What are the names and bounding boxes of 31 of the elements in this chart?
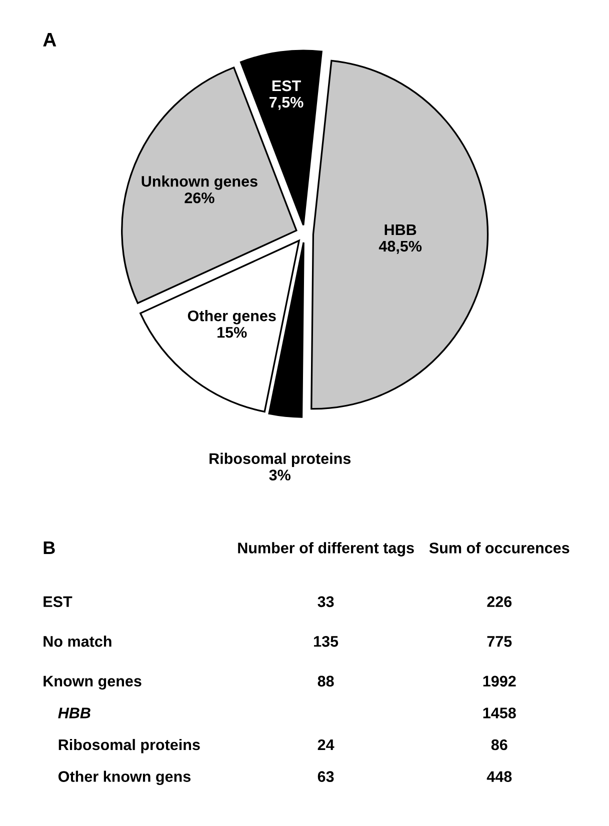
data-label: 63 [318,771,334,782]
data-label: 7,5% [270,96,304,110]
slice-label: HBB [384,224,416,236]
category-label: Known genes [44,676,142,690]
data-label: 15% [218,327,247,338]
data-label: 448 [486,771,512,782]
chart-title: A [43,32,56,46]
data-label: 135 [314,636,338,647]
text: Number of different tags [238,542,414,556]
data-label: 226 [487,596,512,608]
data-label: 48,5% [378,240,422,254]
text: Sum of occurences [429,542,570,554]
data-label: 33 [318,596,334,608]
text: B [44,542,55,554]
data-label: 26% [184,192,214,204]
category-label: Ribosomal proteins [58,738,200,754]
category-label: HBB [58,708,90,718]
slice-label: EST [272,80,301,92]
slice-label: Ribosomal proteins [210,452,351,468]
data-label: 775 [487,636,512,647]
category-label: Other known gens [58,770,190,786]
data-label: 3% [269,470,291,480]
data-label: 1458 [483,708,516,718]
slice-label: Unknown genes [142,176,258,190]
category-label: EST [44,596,72,608]
data-label: 88 [318,676,334,687]
data-label: 24 [318,739,334,750]
data-label: 86 [491,739,508,750]
slice-label: Other genes [188,310,276,324]
category-label: No match [44,636,112,647]
data-label: 1992 [483,676,516,687]
